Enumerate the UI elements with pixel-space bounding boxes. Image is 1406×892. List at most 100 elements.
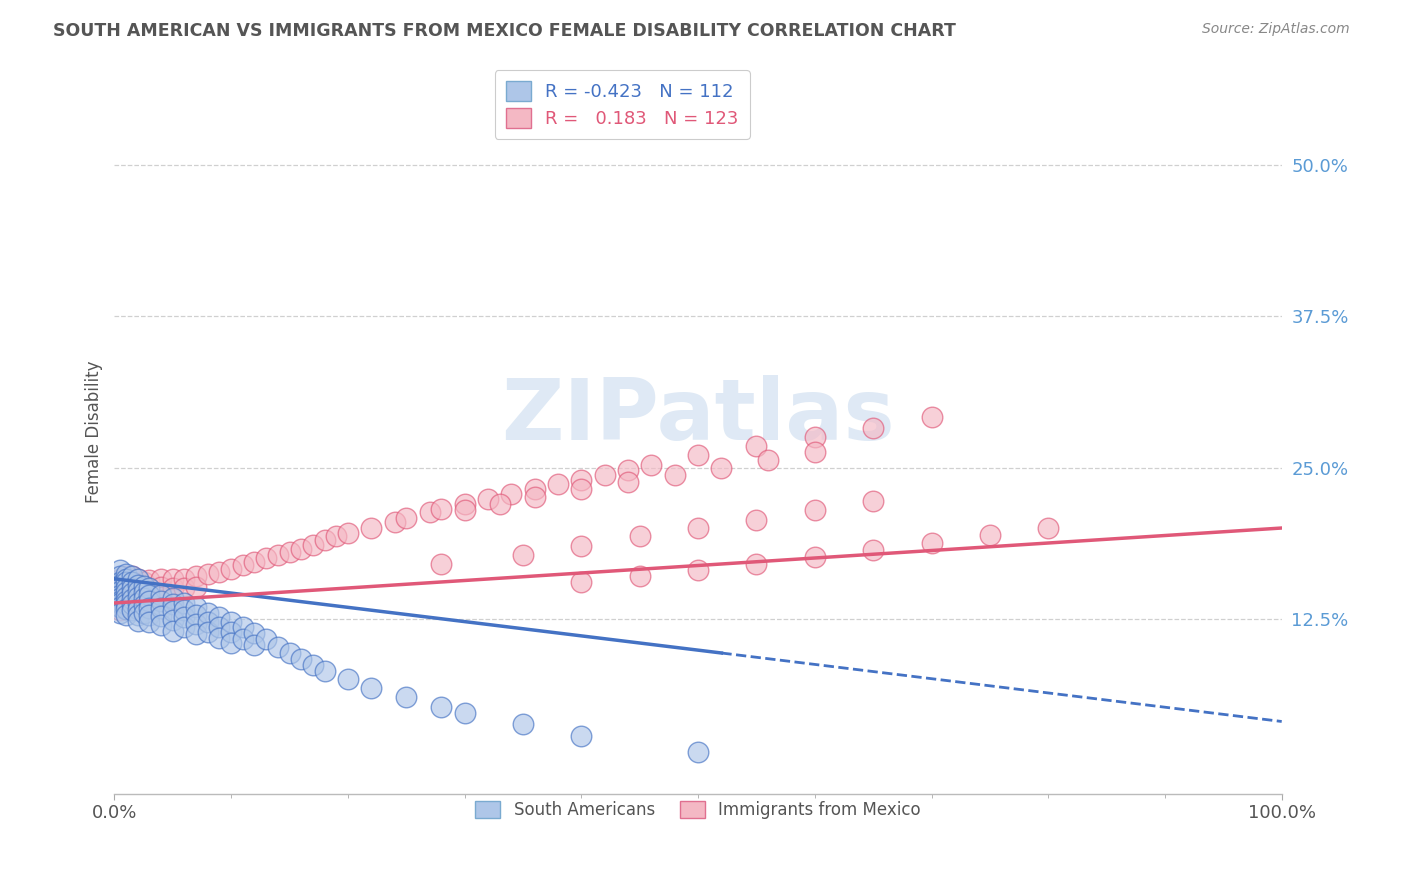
- Point: [132, 599, 155, 613]
- Point: [219, 636, 242, 650]
- Point: [115, 602, 138, 616]
- Point: [110, 599, 132, 614]
- Point: [453, 706, 475, 720]
- Point: [243, 638, 266, 652]
- Point: [132, 591, 155, 606]
- Point: [162, 613, 184, 627]
- Point: [804, 503, 827, 517]
- Point: [314, 664, 336, 678]
- Point: [267, 640, 290, 654]
- Point: [132, 606, 155, 620]
- Point: [115, 566, 138, 581]
- Point: [132, 579, 155, 593]
- Point: [138, 582, 160, 596]
- Point: [617, 463, 640, 477]
- Point: [150, 593, 173, 607]
- Point: [138, 600, 160, 615]
- Point: [110, 572, 132, 586]
- Point: [395, 690, 418, 705]
- Point: [121, 585, 143, 599]
- Point: [336, 525, 359, 540]
- Point: [110, 593, 132, 607]
- Point: [756, 453, 779, 467]
- Point: [569, 575, 592, 590]
- Point: [150, 572, 173, 586]
- Text: Source: ZipAtlas.com: Source: ZipAtlas.com: [1202, 22, 1350, 37]
- Point: [162, 624, 184, 638]
- Point: [115, 575, 138, 590]
- Point: [477, 491, 499, 506]
- Point: [138, 593, 160, 607]
- Point: [208, 631, 231, 645]
- Point: [512, 548, 534, 562]
- Point: [115, 597, 138, 611]
- Point: [150, 590, 173, 604]
- Point: [184, 599, 207, 614]
- Point: [162, 591, 184, 606]
- Point: [745, 558, 768, 572]
- Point: [219, 625, 242, 640]
- Point: [110, 582, 132, 596]
- Point: [232, 558, 254, 573]
- Point: [219, 562, 242, 576]
- Point: [208, 565, 231, 579]
- Point: [162, 582, 184, 596]
- Point: [664, 467, 686, 482]
- Point: [921, 409, 943, 424]
- Point: [243, 626, 266, 640]
- Point: [121, 575, 143, 590]
- Point: [290, 541, 312, 556]
- Point: [243, 555, 266, 569]
- Point: [523, 483, 546, 497]
- Point: [127, 596, 149, 610]
- Point: [419, 505, 441, 519]
- Point: [184, 580, 207, 594]
- Point: [127, 602, 149, 616]
- Point: [686, 521, 709, 535]
- Point: [302, 657, 325, 672]
- Point: [121, 569, 143, 583]
- Point: [138, 588, 160, 602]
- Point: [184, 627, 207, 641]
- Point: [110, 606, 132, 620]
- Point: [197, 566, 219, 581]
- Legend: South Americans, Immigrants from Mexico: South Americans, Immigrants from Mexico: [468, 794, 928, 826]
- Point: [745, 512, 768, 526]
- Point: [302, 538, 325, 552]
- Point: [150, 580, 173, 594]
- Point: [150, 617, 173, 632]
- Point: [110, 591, 132, 606]
- Point: [501, 487, 523, 501]
- Point: [110, 563, 132, 577]
- Point: [197, 625, 219, 640]
- Point: [115, 569, 138, 583]
- Point: [115, 608, 138, 623]
- Point: [138, 590, 160, 604]
- Point: [110, 578, 132, 592]
- Point: [115, 590, 138, 604]
- Point: [686, 449, 709, 463]
- Point: [488, 497, 510, 511]
- Point: [121, 603, 143, 617]
- Point: [593, 467, 616, 482]
- Point: [121, 578, 143, 592]
- Point: [1038, 521, 1060, 535]
- Point: [138, 573, 160, 587]
- Point: [862, 494, 884, 508]
- Point: [110, 569, 132, 583]
- Point: [686, 745, 709, 759]
- Point: [138, 608, 160, 623]
- Point: [862, 420, 884, 434]
- Point: [453, 497, 475, 511]
- Point: [127, 608, 149, 623]
- Point: [115, 582, 138, 596]
- Point: [254, 632, 277, 647]
- Point: [197, 606, 219, 620]
- Point: [127, 588, 149, 602]
- Point: [804, 549, 827, 564]
- Point: [232, 620, 254, 634]
- Point: [115, 599, 138, 614]
- Text: ZIPatlas: ZIPatlas: [501, 376, 896, 458]
- Point: [278, 646, 301, 660]
- Point: [360, 681, 382, 695]
